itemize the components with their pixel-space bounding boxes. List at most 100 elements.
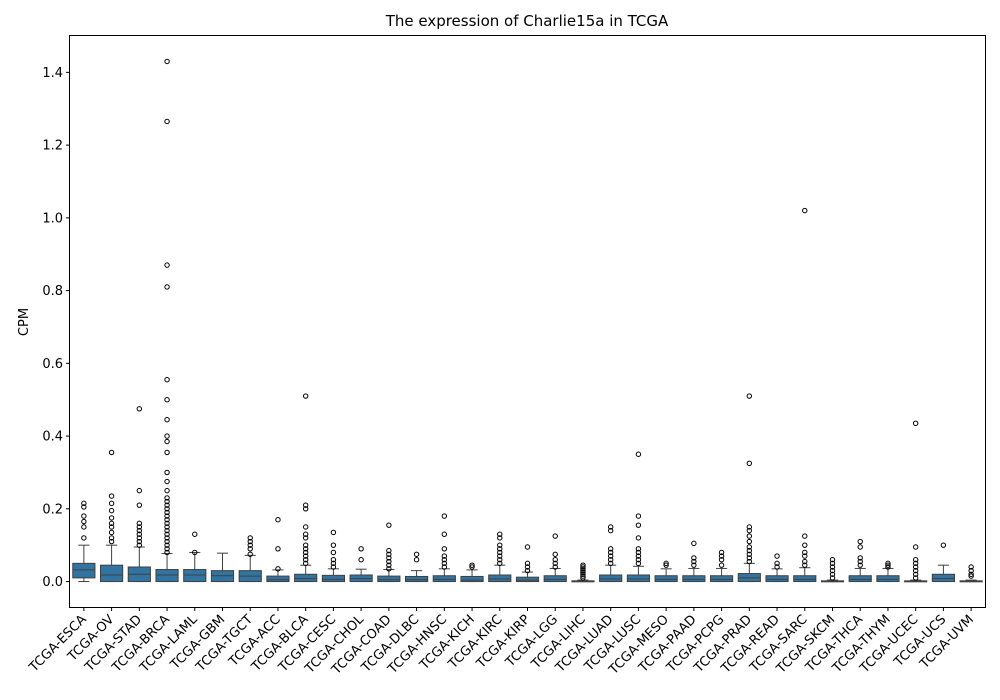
outlier-point bbox=[802, 562, 808, 568]
box-group bbox=[515, 544, 540, 583]
outlier-point bbox=[580, 573, 586, 579]
outlier-point bbox=[802, 549, 808, 556]
outlier-point bbox=[802, 542, 808, 548]
outlier-point bbox=[857, 558, 863, 565]
box bbox=[432, 575, 456, 583]
box-group bbox=[238, 535, 262, 583]
outlier-point bbox=[746, 533, 753, 539]
outlier-point bbox=[108, 500, 115, 507]
box bbox=[682, 575, 706, 583]
outlier-point bbox=[164, 520, 170, 527]
outlier-point bbox=[302, 546, 309, 552]
outlier-point bbox=[912, 544, 919, 550]
outlier-point bbox=[912, 420, 919, 427]
outlier-point bbox=[164, 502, 170, 508]
box-group bbox=[737, 393, 761, 583]
outlier-point bbox=[247, 542, 253, 548]
outlier-point bbox=[164, 416, 170, 423]
outlier-point bbox=[386, 566, 392, 572]
box bbox=[848, 575, 872, 583]
outlier-point bbox=[302, 531, 309, 537]
outlier-point bbox=[164, 118, 170, 125]
outlier-point bbox=[497, 531, 503, 537]
outlier-point bbox=[885, 562, 891, 568]
outlier-point bbox=[524, 567, 531, 574]
outlier-point bbox=[136, 406, 143, 412]
outlier-point bbox=[580, 571, 586, 577]
outlier-point bbox=[330, 557, 337, 563]
outlier-point bbox=[247, 551, 253, 557]
outlier-point bbox=[497, 546, 503, 552]
outlier-point bbox=[912, 564, 919, 570]
outlier-point bbox=[247, 538, 253, 545]
outlier-point bbox=[108, 529, 115, 536]
outlier-point bbox=[635, 535, 642, 541]
outlier-point bbox=[774, 564, 780, 570]
outlier-point bbox=[330, 560, 337, 567]
box bbox=[72, 562, 96, 579]
boxes-layer bbox=[72, 58, 983, 583]
outlier-point bbox=[164, 513, 170, 519]
box bbox=[599, 574, 623, 583]
outlier-point bbox=[497, 560, 503, 567]
box bbox=[515, 576, 540, 583]
outlier-point bbox=[635, 557, 642, 563]
outlier-point bbox=[164, 531, 170, 537]
outlier-point bbox=[136, 527, 143, 534]
outlier-point bbox=[192, 531, 198, 537]
box bbox=[405, 575, 429, 583]
outlier-point bbox=[580, 564, 586, 570]
outlier-point bbox=[746, 527, 753, 534]
outlier-point bbox=[386, 558, 392, 565]
outlier-point bbox=[802, 553, 808, 559]
outlier-point bbox=[164, 58, 170, 65]
outlier-point bbox=[607, 546, 614, 552]
outlier-point bbox=[580, 569, 586, 576]
outlier-point bbox=[968, 564, 974, 570]
outlier-point bbox=[718, 557, 725, 563]
outlier-point bbox=[136, 502, 143, 508]
outlier-point bbox=[607, 527, 614, 534]
outlier-point bbox=[81, 524, 87, 530]
outlier-point bbox=[940, 542, 947, 548]
outlier-point bbox=[164, 538, 170, 545]
outlier-point bbox=[718, 553, 725, 559]
box bbox=[876, 575, 900, 583]
outlier-point bbox=[330, 542, 337, 548]
y-tick-label: 0.8 bbox=[42, 284, 63, 299]
outlier-point bbox=[81, 500, 87, 507]
outlier-point bbox=[718, 549, 725, 556]
outlier-point bbox=[386, 562, 392, 568]
box-group bbox=[765, 553, 789, 583]
outlier-point bbox=[774, 553, 780, 559]
outlier-point bbox=[607, 553, 614, 559]
outlier-point bbox=[524, 544, 531, 550]
box-group bbox=[654, 560, 678, 583]
box-group bbox=[488, 531, 512, 583]
box-group bbox=[543, 533, 567, 583]
outlier-point bbox=[81, 535, 87, 541]
outlier-point bbox=[386, 551, 392, 557]
y-tick-label: 0.0 bbox=[42, 575, 63, 590]
outlier-point bbox=[164, 498, 170, 505]
outlier-point bbox=[968, 567, 974, 574]
outlier-point bbox=[829, 557, 836, 563]
box bbox=[765, 575, 789, 583]
outlier-point bbox=[802, 207, 808, 214]
y-tick-label: 0.6 bbox=[42, 357, 63, 372]
x-axis: TCGA-ESCATCGA-OVTCGA-STADTCGA-BRCATCGA-L… bbox=[26, 607, 977, 678]
outlier-point bbox=[524, 564, 531, 570]
outlier-point bbox=[108, 507, 115, 514]
box bbox=[294, 573, 318, 583]
box-group bbox=[710, 549, 734, 583]
outlier-point bbox=[164, 495, 170, 501]
outlier-point bbox=[912, 557, 919, 563]
outlier-point bbox=[635, 451, 642, 457]
outlier-point bbox=[108, 449, 115, 456]
box-group bbox=[820, 557, 845, 583]
outlier-point bbox=[607, 549, 614, 556]
box bbox=[460, 575, 484, 583]
outlier-point bbox=[829, 567, 836, 574]
outlier-point bbox=[164, 262, 170, 268]
outlier-point bbox=[497, 549, 503, 556]
